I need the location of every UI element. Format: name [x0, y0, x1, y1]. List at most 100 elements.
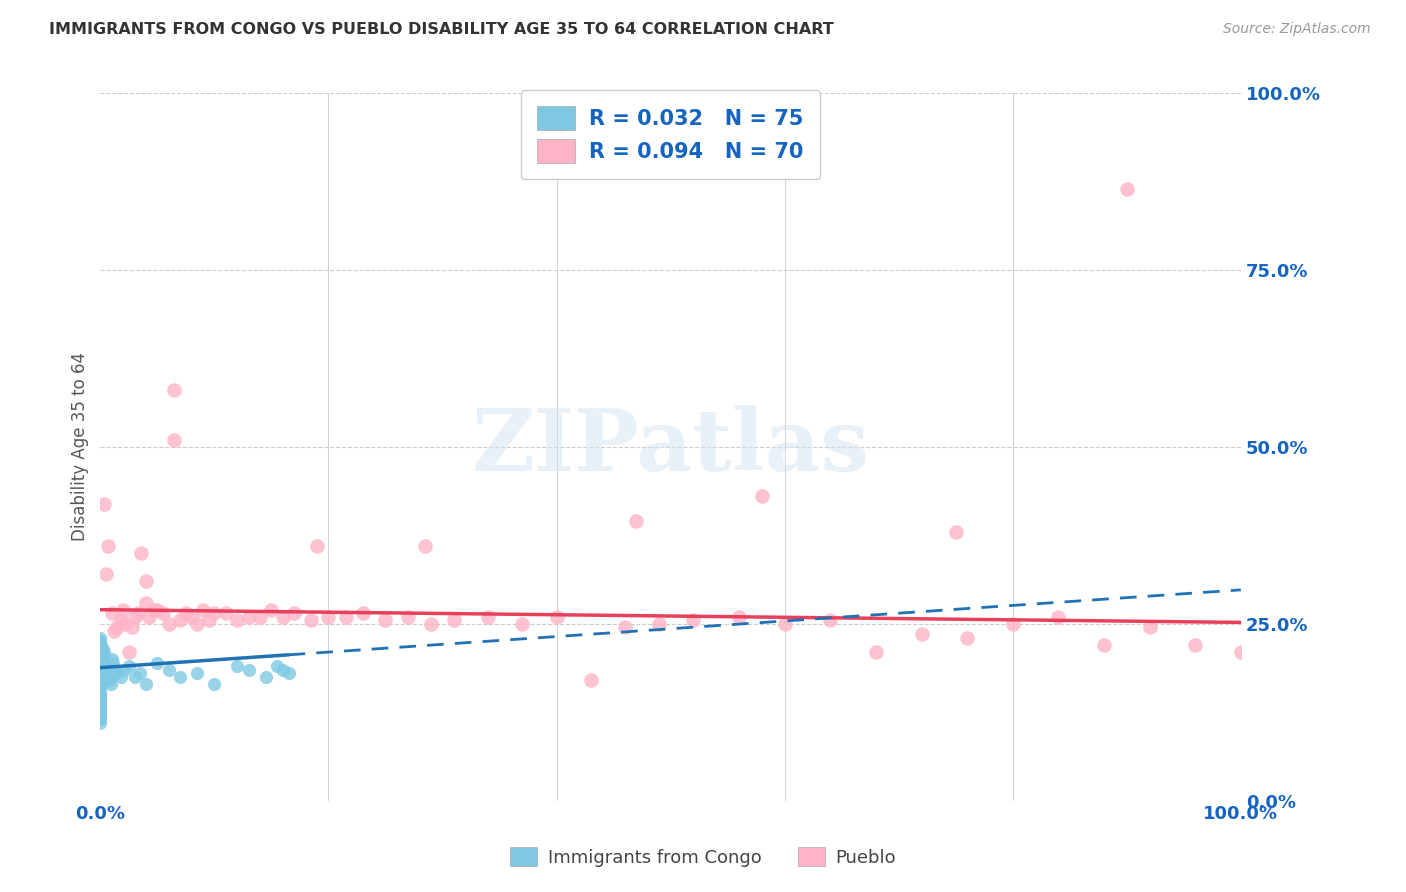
Point: [89, 695, 111, 709]
Point: [89, 652, 111, 666]
Point: [157, 616, 180, 631]
Point: [374, 613, 396, 627]
Point: [89, 641, 111, 656]
Point: [124, 609, 146, 624]
Legend: R = 0.032   N = 75, R = 0.094   N = 70: R = 0.032 N = 75, R = 0.094 N = 70: [520, 89, 821, 179]
Point: [112, 602, 135, 616]
Point: [648, 616, 671, 631]
Point: [318, 609, 340, 624]
Point: [89, 666, 111, 681]
Point: [283, 606, 305, 620]
Point: [277, 666, 299, 681]
Point: [238, 663, 260, 677]
Point: [202, 677, 225, 691]
Point: [512, 616, 534, 631]
Point: [186, 616, 208, 631]
Point: [152, 606, 174, 620]
Point: [89, 663, 111, 677]
Point: [89, 715, 111, 730]
Point: [121, 620, 143, 634]
Point: [89, 692, 111, 706]
Point: [202, 606, 225, 620]
Point: [945, 524, 967, 539]
Point: [89, 698, 111, 713]
Point: [100, 652, 122, 666]
Point: [129, 666, 152, 681]
Point: [1184, 638, 1206, 652]
Point: [186, 666, 208, 681]
Point: [89, 712, 111, 726]
Point: [299, 613, 322, 627]
Point: [956, 631, 979, 645]
Point: [96, 663, 118, 677]
Point: [163, 384, 186, 398]
Point: [89, 656, 111, 670]
Point: [94, 567, 117, 582]
Point: [146, 656, 169, 670]
Point: [254, 670, 277, 684]
Point: [271, 609, 294, 624]
Point: [124, 670, 146, 684]
Point: [91, 641, 114, 656]
Point: [266, 659, 288, 673]
Point: [131, 546, 153, 560]
Point: [89, 641, 111, 656]
Point: [100, 677, 122, 691]
Point: [89, 701, 111, 715]
Point: [135, 677, 157, 691]
Point: [135, 596, 157, 610]
Point: [89, 652, 111, 666]
Point: [477, 609, 499, 624]
Point: [89, 681, 111, 695]
Point: [89, 696, 111, 710]
Point: [100, 606, 122, 620]
Point: [174, 606, 197, 620]
Point: [127, 606, 149, 620]
Point: [94, 666, 117, 681]
Point: [238, 609, 260, 624]
Point: [226, 613, 249, 627]
Point: [89, 645, 111, 659]
Point: [103, 624, 125, 638]
Point: [118, 659, 141, 673]
Point: [112, 663, 135, 677]
Legend: Immigrants from Congo, Pueblo: Immigrants from Congo, Pueblo: [502, 840, 904, 874]
Point: [910, 627, 932, 641]
Point: [146, 602, 169, 616]
Point: [89, 706, 111, 721]
Point: [626, 514, 648, 528]
Point: [215, 606, 238, 620]
Point: [89, 634, 111, 648]
Point: [1115, 182, 1137, 196]
Point: [98, 673, 121, 688]
Point: [614, 620, 637, 634]
Point: [396, 609, 419, 624]
Point: [1001, 616, 1024, 631]
Point: [546, 609, 568, 624]
Point: [93, 645, 115, 659]
Text: Source: ZipAtlas.com: Source: ZipAtlas.com: [1223, 22, 1371, 37]
Point: [89, 703, 111, 717]
Point: [89, 705, 111, 719]
Point: [90, 638, 112, 652]
Y-axis label: Disability Age 35 to 64: Disability Age 35 to 64: [72, 352, 89, 541]
Point: [91, 648, 114, 663]
Point: [89, 673, 111, 688]
Point: [89, 659, 111, 673]
Point: [89, 670, 111, 684]
Point: [135, 574, 157, 589]
Point: [197, 613, 219, 627]
Point: [89, 631, 111, 645]
Text: IMMIGRANTS FROM CONGO VS PUEBLO DISABILITY AGE 35 TO 64 CORRELATION CHART: IMMIGRANTS FROM CONGO VS PUEBLO DISABILI…: [49, 22, 834, 37]
Point: [110, 613, 132, 627]
Point: [107, 666, 129, 681]
Point: [773, 616, 796, 631]
Point: [682, 613, 704, 627]
Point: [138, 609, 160, 624]
Point: [89, 710, 111, 724]
Point: [89, 645, 111, 659]
Point: [249, 609, 271, 624]
Point: [169, 670, 191, 684]
Point: [97, 539, 120, 553]
Point: [420, 616, 443, 631]
